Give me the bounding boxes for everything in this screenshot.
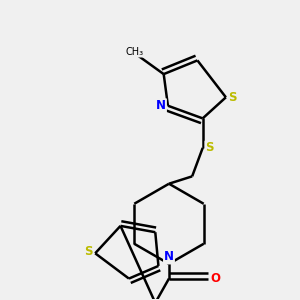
Text: O: O bbox=[210, 272, 220, 285]
Text: N: N bbox=[156, 99, 166, 112]
Text: S: S bbox=[206, 141, 214, 154]
Text: CH₃: CH₃ bbox=[126, 47, 144, 57]
Text: N: N bbox=[164, 250, 174, 263]
Text: S: S bbox=[84, 245, 92, 258]
Text: S: S bbox=[229, 91, 237, 104]
